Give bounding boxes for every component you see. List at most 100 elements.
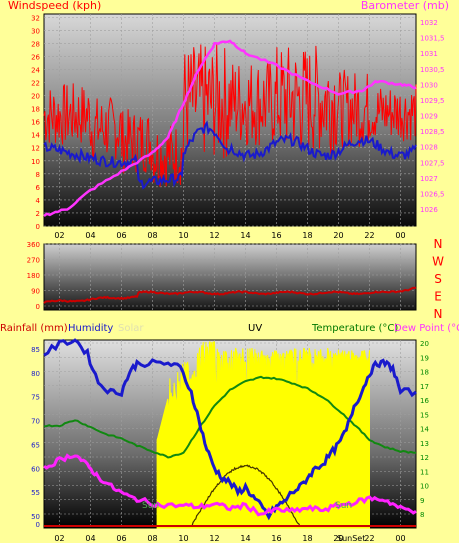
x-tick-label: 12 <box>209 231 219 240</box>
humidity-series <box>43 338 417 521</box>
legend-entry: Temperature (°C) <box>311 323 398 334</box>
legend-entry: Solar <box>118 323 144 334</box>
temperature-tick-label: 17 <box>420 383 429 391</box>
x-tick-label: 06 <box>116 231 126 240</box>
humidity-tick-label: 50 <box>31 513 40 521</box>
baro-tick-label: 1028 <box>420 144 438 152</box>
sunrise-marker: Sun <box>142 501 159 511</box>
humidity-tick-label: 70 <box>31 418 40 426</box>
wind-tick-label: 24 <box>31 66 40 74</box>
legend: Rainfall (mm) Humidity Solar UV Temperature … <box>0 323 459 334</box>
x-tick-label: 18 <box>302 534 312 543</box>
wind-tick-label: 20 <box>31 93 40 101</box>
humidity-tick-label: 75 <box>31 394 40 402</box>
wind-tick-label: 30 <box>31 27 40 35</box>
temperature-tick-label: 13 <box>420 440 429 448</box>
compass-label: N <box>434 307 443 321</box>
compass-label: W <box>432 255 444 269</box>
direction-grid <box>44 243 416 310</box>
wind-tick-label: 2 <box>36 210 40 218</box>
windspeed-series <box>43 44 417 187</box>
temperature-tick-label: 16 <box>420 397 429 405</box>
direction-tick-label: 270 <box>27 257 40 265</box>
wind-tick-label: 16 <box>31 119 40 127</box>
sunset-marker-upper: Sun <box>335 501 352 511</box>
x-tick-label: 00 <box>395 534 405 543</box>
wind-tick-label: 10 <box>31 158 40 166</box>
direction-tick-label: 360 <box>27 241 40 249</box>
direction-tick-label: 90 <box>31 288 40 296</box>
temperature-tick-label: 10 <box>420 483 429 491</box>
humidity-tick-label: 60 <box>31 465 40 473</box>
baro-tick-label: 1030,5 <box>420 66 445 74</box>
average-wind-series <box>43 120 417 190</box>
baro-tick-label: 1029,5 <box>420 97 445 105</box>
x-tick-label: 08 <box>147 231 157 240</box>
x-tick-label: 10 <box>178 534 188 543</box>
barometer-axis-title: Barometer (mb) <box>361 0 449 12</box>
wind-tick-label: 8 <box>36 171 40 179</box>
baro-tick-label: 1031,5 <box>420 35 445 43</box>
baro-tick-label: 1028,5 <box>420 128 445 136</box>
temperature-tick-labels: 8 9 10 11 12 13 14 15 16 17 18 19 20 <box>420 340 429 519</box>
humidity-tick-label: 65 <box>31 441 40 449</box>
wind-direction-series <box>43 286 417 304</box>
baro-tick-label: 1032 <box>420 19 438 27</box>
x-tick-labels-bottom: 02 04 06 08 10 12 14 16 18 20 22 00 <box>54 534 405 543</box>
barometer-series <box>43 39 417 217</box>
temperature-tick-label: 19 <box>420 354 429 362</box>
humidity-tick-label: 55 <box>31 489 40 497</box>
wind-tick-label: 18 <box>31 106 40 114</box>
x-tick-label: 22 <box>364 231 374 240</box>
windspeed-axis-title: Windspeed (kph) <box>8 0 101 12</box>
wind-tick-label: 22 <box>31 79 40 87</box>
solar-series <box>156 341 370 529</box>
wind-tick-label: 12 <box>31 145 40 153</box>
compass-label: N <box>434 237 443 251</box>
legend-entry: UV <box>248 323 262 334</box>
wind-tick-label: 6 <box>36 184 41 192</box>
compass-label: E <box>434 290 442 304</box>
baro-tick-label: 1026 <box>420 206 438 214</box>
x-tick-label: 12 <box>209 534 219 543</box>
legend-entry: Dew Point (°C) <box>394 323 459 334</box>
sunset-marker-lower: SunSet <box>337 534 365 543</box>
wind-barometer-panel: Windspeed (kph) Barometer (mb) 0 24 6 8 10 12… <box>8 0 449 240</box>
baro-tick-label: 1026,5 <box>420 190 445 198</box>
baro-tick-label: 1030 <box>420 81 438 89</box>
x-tick-label: 14 <box>240 534 250 543</box>
wind-tick-label: 26 <box>31 53 40 61</box>
temperature-tick-label: 8 <box>420 511 424 519</box>
x-tick-label: 14 <box>240 231 250 240</box>
temperature-tick-label: 14 <box>420 426 429 434</box>
wind-tick-label: 0 <box>36 223 40 231</box>
x-tick-label: 02 <box>54 534 64 543</box>
temperature-tick-label: 15 <box>420 411 429 419</box>
x-tick-label: 00 <box>395 231 405 240</box>
barometer-tick-labels: 1026 1026,5 1027 1027,5 1028 1028,5 1029 1029,5… <box>420 19 445 214</box>
uv-series <box>191 464 301 527</box>
x-tick-label: 20 <box>333 534 343 543</box>
temperature-tick-label: 20 <box>420 340 429 348</box>
climate-panel: Rainfall (mm) Humidity Solar UV Temperature … <box>0 323 459 543</box>
x-tick-label: 16 <box>271 534 281 543</box>
humidity-tick-label: 80 <box>31 370 40 378</box>
x-tick-label: 18 <box>302 231 312 240</box>
x-tick-label: 10 <box>178 231 188 240</box>
baro-tick-label: 1029 <box>420 113 438 121</box>
x-tick-label: 08 <box>147 534 157 543</box>
direction-tick-label: 180 <box>27 272 40 280</box>
wind-tick-label: 28 <box>31 40 40 48</box>
humidity-tick-label: 0 <box>36 521 40 529</box>
legend-entry: Humidity <box>68 323 113 334</box>
direction-tick-label: 0 <box>36 303 40 311</box>
x-tick-label: 04 <box>85 534 95 543</box>
x-tick-label: 04 <box>85 231 95 240</box>
temperature-tick-label: 12 <box>420 454 429 462</box>
temperature-tick-label: 18 <box>420 369 429 377</box>
baro-tick-label: 1031 <box>420 50 438 58</box>
x-tick-label: 20 <box>333 231 343 240</box>
